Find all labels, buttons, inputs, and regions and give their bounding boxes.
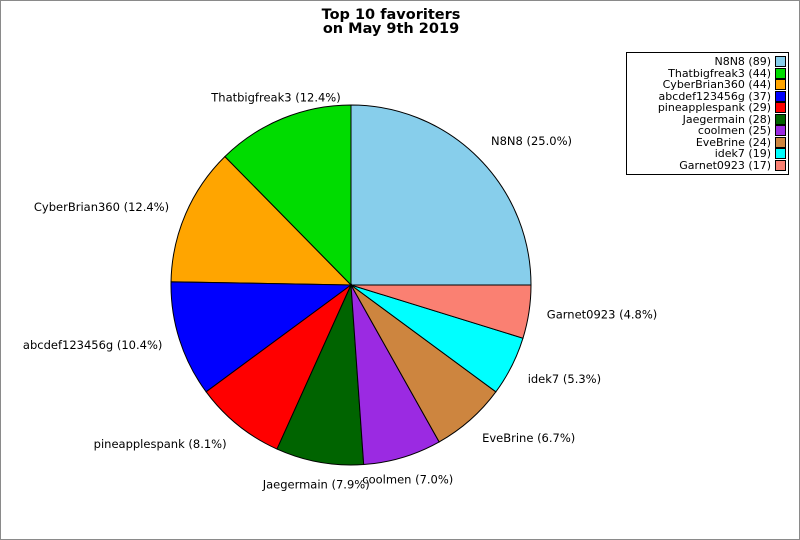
legend-entry-idek7: idek7 (19): [627, 148, 786, 160]
legend-swatch: [775, 113, 786, 125]
legend-entry-Jaegermain: Jaegermain (28): [627, 112, 786, 126]
slice-label: Thatbigfreak3 (12.4%): [210, 91, 340, 105]
slice-label: abcdef123456g (10.4%): [23, 338, 162, 352]
legend-swatch: [775, 56, 786, 68]
legend-label: CyberBrian360 (44): [662, 78, 771, 91]
legend-swatch: [775, 136, 786, 148]
legend-label: idek7 (19): [714, 147, 771, 160]
legend-entry-CyberBrian360: CyberBrian360 (44): [627, 79, 786, 91]
legend-label: abcdef123456g (37): [658, 89, 771, 103]
legend-entry-EveBrine: EveBrine (24): [627, 135, 786, 149]
legend-swatch: [775, 159, 786, 171]
slice-label: EveBrine (6.7%): [482, 431, 575, 445]
legend-label: Thatbigfreak3 (44): [668, 66, 771, 80]
chart-title-line2: on May 9th 2019: [322, 21, 460, 37]
pie-slice-N8N8: [350, 104, 532, 286]
chart-title: Top 10 favoriters on May 9th 2019: [1, 7, 781, 37]
legend-swatch: [775, 79, 786, 91]
pie-slice-pineapplespank: [205, 283, 353, 450]
legend-swatch: [775, 102, 786, 114]
legend-label: coolmen (25): [697, 124, 771, 137]
pie-slice-Garnet0923: [350, 284, 532, 339]
legend-entry-coolmen: coolmen (25): [627, 125, 786, 137]
legend-entry-N8N8: N8N8 (89): [627, 56, 786, 68]
slice-label: N8N8 (25.0%): [491, 134, 572, 148]
legend-entry-Thatbigfreak3: Thatbigfreak3 (44): [627, 66, 786, 80]
legend-swatch: [775, 125, 786, 137]
pie-slice-Thatbigfreak3: [224, 104, 352, 287]
legend-label: EveBrine (24): [695, 135, 771, 149]
slice-label: CyberBrian360 (12.4%): [34, 200, 169, 214]
legend-entry-Garnet0923: Garnet0923 (17): [627, 158, 786, 172]
legend-label: pineapplespank (29): [657, 101, 771, 114]
slice-label: coolmen (7.0%): [362, 472, 453, 486]
legend-entry-abcdef123456g: abcdef123456g (37): [627, 89, 786, 103]
slice-label: idek7 (5.3%): [528, 372, 601, 386]
pie-slice-abcdef123456g: [170, 281, 353, 393]
legend-swatch: [775, 90, 786, 102]
chart-title-line1: Top 10 favoriters: [321, 7, 461, 23]
slice-label: Jaegermain (7.9%): [262, 478, 370, 492]
legend-label: Jaegermain (28): [682, 112, 771, 126]
legend-swatch: [775, 148, 786, 160]
slice-label: pineapplespank (8.1%): [94, 437, 227, 451]
legend: N8N8 (89) Thatbigfreak3 (44) CyberBrian360…: [626, 52, 789, 175]
pie-slice-CyberBrian360: [170, 155, 353, 286]
legend-label: N8N8 (89): [714, 55, 771, 68]
legend-swatch: [775, 67, 786, 79]
legend-label: Garnet0923 (17): [679, 158, 771, 172]
legend-entry-pineapplespank: pineapplespank (29): [627, 102, 786, 114]
slice-label: Garnet0923 (4.8%): [547, 308, 657, 322]
